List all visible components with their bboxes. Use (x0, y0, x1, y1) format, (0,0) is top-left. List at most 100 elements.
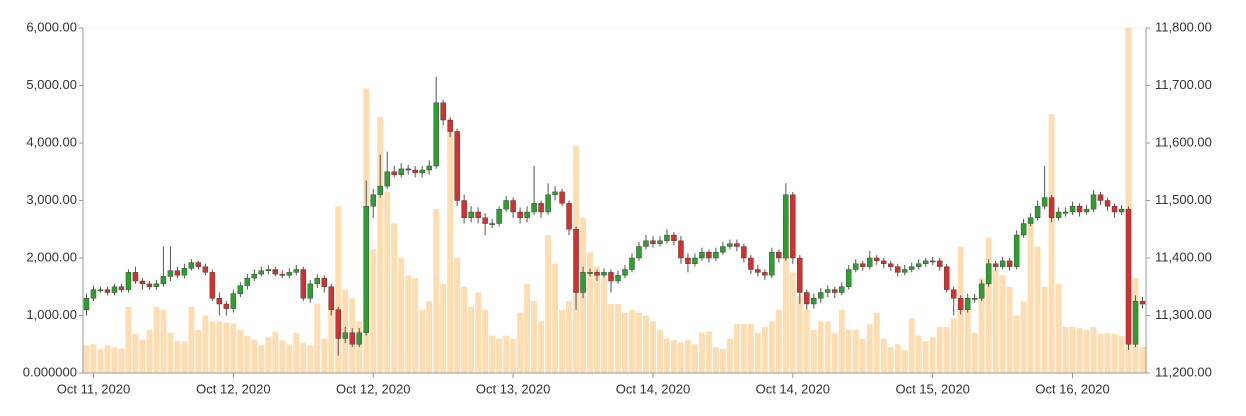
volume-bar (195, 329, 202, 373)
volume-bar (559, 309, 565, 373)
candle-body (832, 289, 838, 293)
candle-body (237, 285, 244, 294)
volume-bar (740, 324, 747, 373)
volume-bar (615, 304, 621, 373)
x-tick-label: Oct 15, 2020 (895, 381, 969, 396)
candle-body (300, 269, 307, 299)
volume-bar (517, 312, 524, 373)
candle-body (293, 269, 300, 273)
candle-body (797, 257, 803, 293)
candle-body (671, 234, 677, 241)
volume-bar (97, 348, 104, 373)
candle-body (811, 298, 817, 305)
candle-body (650, 240, 656, 244)
candle-body (391, 171, 397, 175)
candle-body (335, 309, 341, 339)
candle-body (943, 266, 950, 290)
candle-body (978, 283, 985, 299)
candle-body (370, 194, 376, 207)
volume-bar (510, 338, 517, 373)
volume-bar (691, 344, 698, 373)
candle-body (384, 171, 390, 187)
candle-body (804, 292, 810, 305)
candle-body (1020, 223, 1027, 236)
volume-bar (104, 345, 111, 373)
volume-bar (1097, 333, 1104, 373)
candle-body (999, 260, 1006, 267)
y-tick-label: 3,000.00 (26, 192, 77, 207)
y-tick-label: 6,000.00 (26, 19, 77, 34)
volume-bar (377, 117, 384, 373)
volume-bar (985, 237, 992, 373)
candle-body (713, 252, 719, 259)
volume-bar (859, 338, 866, 373)
volume-layer (83, 28, 1146, 373)
candle-body (971, 298, 978, 300)
volume-bar (83, 345, 90, 373)
candle-body (1013, 234, 1020, 267)
volume-bar (852, 329, 859, 373)
volume-bar (1013, 315, 1020, 373)
x-tick-label: Oct 12, 2020 (196, 381, 270, 396)
volume-bar (496, 338, 503, 373)
volume-bar (1083, 329, 1090, 373)
volume-bar (272, 331, 279, 373)
volume-bar (125, 306, 132, 373)
volume-bar (601, 278, 607, 373)
volume-bar (412, 278, 419, 373)
volume-bar (950, 318, 957, 373)
candle-body (90, 289, 97, 299)
candle-body (1111, 206, 1118, 213)
candle-body (482, 217, 488, 224)
candle-body (1118, 208, 1125, 213)
candle-body (874, 257, 880, 262)
candle-body (664, 234, 670, 241)
volume-bar (1048, 114, 1055, 373)
candle-body (566, 203, 572, 230)
volume-bar (726, 338, 733, 373)
volume-bar (321, 338, 328, 373)
volume-bar (873, 312, 880, 373)
volume-bar (545, 235, 551, 373)
volume-bar (1076, 328, 1083, 373)
volume-bar (1090, 327, 1097, 373)
candle-body (678, 240, 684, 259)
candle-body (622, 269, 628, 276)
volume-bar (698, 332, 705, 373)
volume-bar (118, 348, 125, 373)
candle-body (552, 191, 558, 195)
volume-bar (1027, 217, 1034, 373)
volume-bar (943, 327, 950, 373)
candle-body (909, 266, 915, 270)
volume-bar (1020, 301, 1027, 373)
volume-bar (817, 321, 824, 373)
y-tick-label: 2,000.00 (26, 249, 77, 264)
volume-bar (608, 304, 614, 373)
volume-bar (300, 343, 307, 373)
volume-bar (936, 327, 943, 373)
candle-body (447, 119, 453, 132)
candle-body (587, 272, 593, 274)
candle-body (818, 292, 824, 299)
x-tick-label: Oct 13, 2020 (476, 381, 550, 396)
volume-bar (160, 309, 167, 373)
candle-body (755, 269, 761, 273)
volume-bar (643, 315, 649, 373)
candle-body (139, 280, 146, 285)
volume-bar (391, 223, 398, 373)
volume-bar (174, 340, 181, 373)
candle-body (1062, 211, 1069, 214)
volume-bar (915, 335, 922, 373)
candle-body (573, 229, 579, 293)
volume-bar (664, 338, 670, 373)
volume-bar (810, 329, 817, 373)
volume-bar (684, 340, 691, 373)
volume-bar (328, 301, 335, 373)
y2-tick-label: 11,200.00 (1155, 364, 1212, 379)
volume-bar (922, 341, 929, 373)
candle-body (992, 263, 999, 267)
volume-bar (146, 329, 153, 373)
candle-body (265, 269, 272, 271)
volume-bar (768, 321, 775, 373)
volume-bar (370, 249, 377, 373)
